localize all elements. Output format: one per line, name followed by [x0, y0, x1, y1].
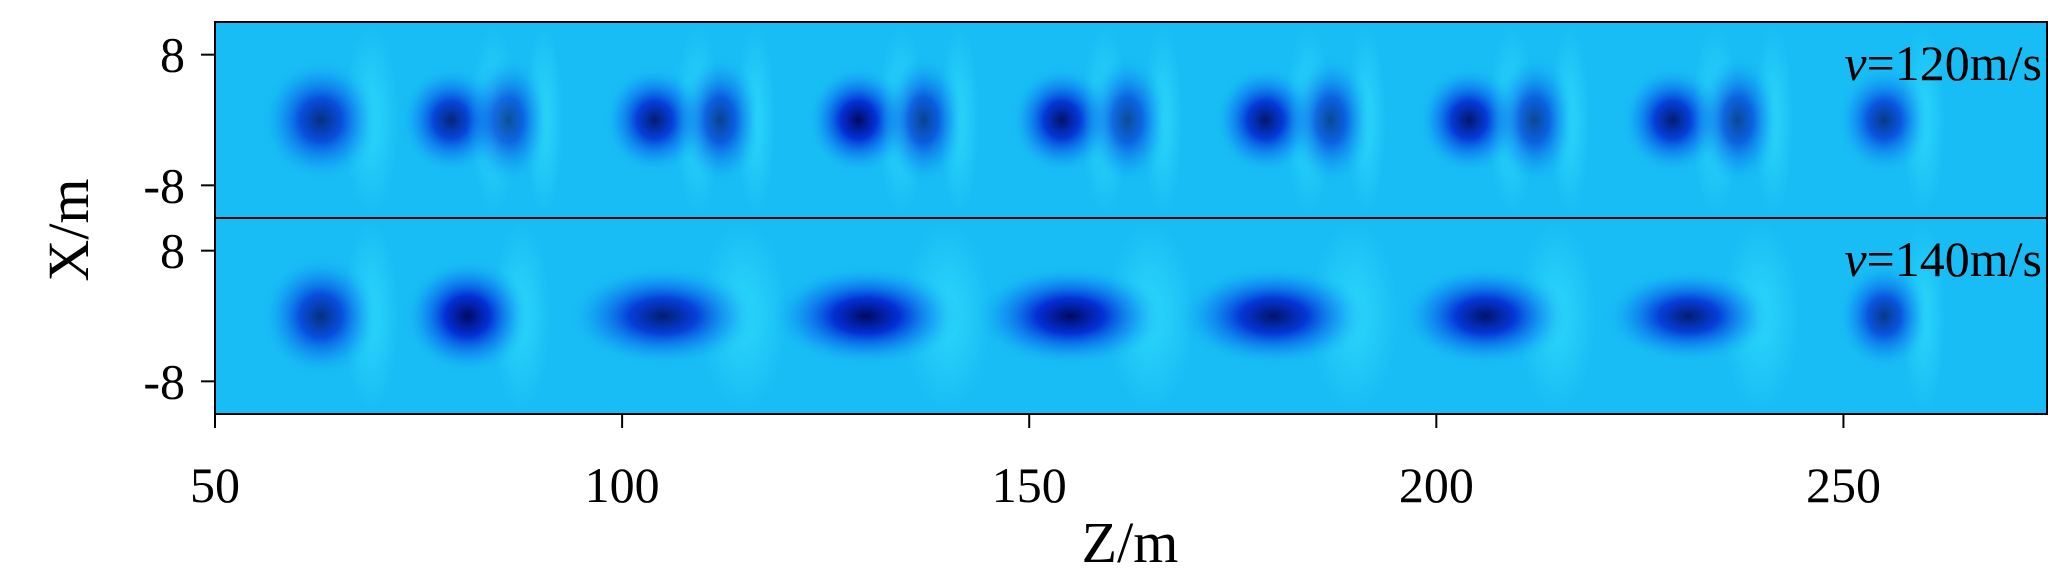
- field-peak: [1837, 66, 1931, 174]
- field-peak: [974, 265, 1166, 367]
- field-peak: [1695, 55, 1780, 185]
- field-peak: [771, 265, 962, 367]
- field-peak: [403, 258, 531, 374]
- field-peak: [881, 55, 966, 185]
- field-peak: [261, 58, 381, 182]
- field-peak: [465, 55, 551, 185]
- heatmap-panels: v=120m/s v=140m/s: [215, 22, 2047, 414]
- x-tick-label: 250: [1806, 457, 1881, 513]
- field-peak: [1214, 66, 1317, 174]
- y-axis-label: X/m: [36, 178, 101, 281]
- x-tick-label: 50: [190, 457, 240, 513]
- axis-ticks: 8-88-850 100 150 200 250: [143, 27, 1881, 513]
- field-peak: [261, 254, 381, 378]
- x-axis-label: Z/m: [1082, 510, 1179, 575]
- field-peak: [1178, 265, 1369, 367]
- y-tick-label: -8: [143, 157, 185, 213]
- field-peak: [1621, 66, 1724, 174]
- field-peak: [603, 66, 706, 174]
- heatmap-panel-2: [215, 218, 2047, 414]
- y-tick-label: 8: [160, 27, 185, 83]
- x-tick-label: 200: [1399, 457, 1474, 513]
- field-peak: [1010, 66, 1113, 174]
- x-tick-label: 100: [585, 457, 660, 513]
- heatmap-panel-1: [215, 22, 2047, 218]
- field-peak: [1491, 55, 1577, 185]
- panel-label: v=140m/s: [1844, 231, 2042, 287]
- panel-label: v=120m/s: [1844, 35, 2042, 91]
- field-peak: [1400, 265, 1570, 367]
- field-peak: [567, 265, 759, 367]
- field-peak: [1084, 55, 1170, 185]
- panel-frame: [214, 217, 2048, 415]
- y-tick-label: -8: [143, 353, 185, 409]
- field-peak: [1288, 55, 1373, 185]
- field-peak: [807, 66, 910, 174]
- field-peak: [1418, 66, 1520, 174]
- field-peak: [677, 55, 763, 185]
- field-peak: [1604, 269, 1774, 363]
- field-peak: [1837, 262, 1931, 370]
- plot-frames: [214, 21, 2048, 415]
- y-tick-label: 8: [160, 223, 185, 279]
- x-tick-label: 150: [992, 457, 1067, 513]
